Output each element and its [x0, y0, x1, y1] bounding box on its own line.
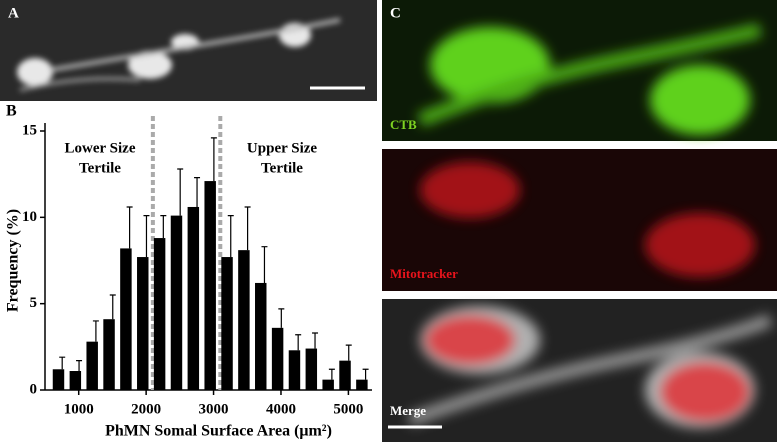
- error-bar: [328, 368, 335, 380]
- bar: [86, 341, 98, 390]
- channel-label: Mitotracker: [390, 266, 458, 281]
- error-bar: [295, 334, 302, 351]
- bar: [69, 371, 82, 390]
- x-tick-label: 2000: [131, 401, 161, 417]
- error-bar: [345, 344, 352, 361]
- bar: [339, 360, 351, 390]
- panel-label: A: [8, 5, 19, 21]
- panel-a-image: A: [0, 0, 377, 101]
- bar: [238, 250, 250, 390]
- panel-c-merge: Merge: [382, 299, 777, 442]
- bar: [356, 379, 368, 390]
- panel-label: C: [390, 5, 401, 21]
- error-bar: [92, 320, 99, 342]
- channel-label: CTB: [390, 117, 417, 132]
- error-bar: [160, 215, 167, 239]
- error-bar: [261, 246, 268, 283]
- error-bar: [126, 206, 133, 249]
- panel-c-mitotracker: Mitotracker: [382, 149, 777, 291]
- bar: [187, 206, 200, 390]
- annotation: Lower Size: [65, 140, 136, 156]
- x-axis-label: PhMN Somal Surface Area (μm²): [105, 423, 332, 440]
- panel-c-ctb: C CTB: [382, 0, 777, 141]
- error-bar: [194, 177, 201, 207]
- error-bar: [312, 332, 319, 349]
- error-bar: [278, 308, 285, 328]
- y-axis-label: Frequency (%): [5, 209, 22, 312]
- error-bar: [177, 168, 184, 216]
- x-tick-label: 4000: [266, 401, 296, 417]
- bar: [137, 257, 149, 390]
- error-bar: [362, 368, 369, 380]
- bar: [322, 379, 334, 390]
- x-tick-label: 5000: [333, 401, 363, 417]
- error-bar: [210, 137, 217, 182]
- error-bar: [227, 215, 234, 258]
- bar: [204, 181, 216, 390]
- annotation: Tertile: [79, 160, 121, 176]
- error-bar: [143, 215, 150, 258]
- y-tick-label: 15: [22, 122, 37, 138]
- bar: [153, 238, 166, 390]
- error-bar: [76, 360, 83, 372]
- y-tick-label: 5: [30, 295, 38, 311]
- bar: [170, 215, 183, 390]
- y-tick-label: 10: [22, 209, 37, 225]
- annotation: Upper Size: [247, 140, 317, 156]
- bar: [103, 319, 115, 390]
- bar: [120, 248, 132, 390]
- error-bar: [244, 206, 251, 251]
- error-bar: [59, 356, 66, 370]
- bar: [221, 257, 233, 390]
- x-tick-label: 3000: [199, 401, 229, 417]
- error-bar: [109, 294, 116, 320]
- bar: [271, 327, 284, 390]
- bar: [255, 282, 267, 390]
- bar: [52, 369, 65, 390]
- bar: [305, 348, 318, 390]
- bar: [288, 350, 301, 390]
- channel-label: Merge: [390, 403, 426, 418]
- annotation: Tertile: [261, 160, 303, 176]
- panel-label: B: [6, 103, 17, 120]
- y-tick-label: 0: [30, 381, 38, 397]
- x-tick-label: 1000: [64, 401, 94, 417]
